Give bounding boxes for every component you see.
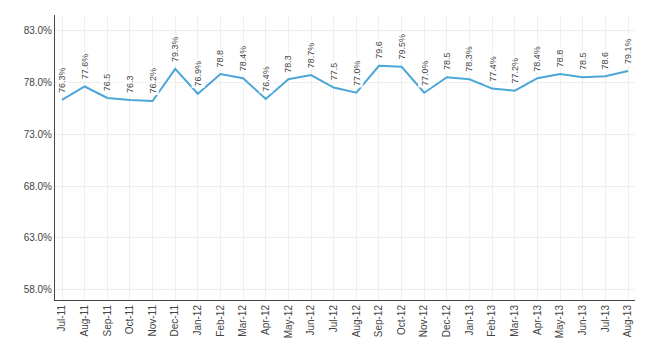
svg-text:79.5%: 79.5%	[397, 34, 407, 60]
svg-text:78.5: 78.5	[442, 53, 452, 71]
svg-text:78.4%: 78.4%	[532, 46, 542, 72]
svg-text:Feb-12: Feb-12	[215, 305, 226, 337]
svg-text:58.0%: 58.0%	[24, 284, 52, 295]
svg-text:Dec-12: Dec-12	[441, 305, 452, 338]
svg-text:78.3%: 78.3%	[464, 46, 474, 72]
svg-text:May-12: May-12	[283, 305, 294, 339]
svg-text:Mar-12: Mar-12	[237, 305, 248, 337]
svg-text:Sep-11: Sep-11	[102, 305, 113, 337]
svg-text:Jan-12: Jan-12	[192, 305, 203, 336]
svg-text:Jul-13: Jul-13	[600, 305, 611, 333]
svg-text:Sep-12: Sep-12	[373, 305, 384, 338]
svg-text:79.3%: 79.3%	[170, 37, 180, 63]
svg-text:78.6: 78.6	[600, 52, 610, 70]
svg-text:Oct-11: Oct-11	[124, 305, 135, 335]
svg-text:63.0%: 63.0%	[24, 232, 52, 243]
svg-text:Jul-12: Jul-12	[328, 305, 339, 333]
svg-text:77.0%: 77.0%	[420, 60, 430, 86]
svg-text:77.5: 77.5	[329, 63, 339, 81]
svg-text:79.1%: 79.1%	[623, 38, 633, 64]
svg-text:78.7%: 78.7%	[306, 43, 316, 69]
svg-text:76.9%: 76.9%	[193, 61, 203, 87]
svg-text:78.3: 78.3	[283, 55, 293, 73]
svg-text:68.0%: 68.0%	[24, 181, 52, 192]
svg-text:Jun-13: Jun-13	[577, 305, 588, 336]
svg-text:76.3: 76.3	[125, 75, 135, 93]
svg-text:77.4%: 77.4%	[488, 56, 498, 82]
svg-text:78.8: 78.8	[555, 50, 565, 68]
svg-text:76.3%: 76.3%	[57, 67, 67, 93]
svg-text:83.0%: 83.0%	[24, 25, 52, 36]
svg-text:77.0%: 77.0%	[352, 61, 362, 87]
svg-text:78.5: 78.5	[578, 52, 588, 70]
svg-text:78.0%: 78.0%	[24, 77, 52, 88]
svg-text:76.5: 76.5	[102, 74, 112, 92]
svg-text:Nov-12: Nov-12	[418, 305, 429, 338]
svg-text:Mar-13: Mar-13	[509, 305, 520, 337]
svg-text:79.6: 79.6	[374, 41, 384, 59]
svg-text:Feb-13: Feb-13	[486, 305, 497, 337]
svg-text:Aug-12: Aug-12	[351, 305, 362, 338]
svg-text:73.0%: 73.0%	[24, 129, 52, 140]
svg-text:Jul-11: Jul-11	[56, 305, 67, 332]
svg-text:Aug-13: Aug-13	[622, 305, 633, 338]
svg-text:76.2%: 76.2%	[148, 68, 158, 94]
svg-text:77.2%: 77.2%	[510, 58, 520, 84]
svg-text:77.6%: 77.6%	[80, 54, 90, 80]
svg-text:Nov-11: Nov-11	[147, 305, 158, 337]
svg-text:Oct-12: Oct-12	[396, 305, 407, 335]
svg-text:Apr-13: Apr-13	[532, 305, 543, 335]
svg-text:78.4%: 78.4%	[238, 46, 248, 72]
svg-text:Dec-11: Dec-11	[169, 305, 180, 337]
svg-text:May-13: May-13	[554, 305, 565, 339]
svg-text:Aug-11: Aug-11	[79, 305, 90, 337]
svg-text:Jun-12: Jun-12	[305, 305, 316, 336]
svg-text:76.4%: 76.4%	[261, 66, 271, 92]
svg-text:Jan-13: Jan-13	[464, 305, 475, 336]
svg-text:78.8: 78.8	[215, 50, 225, 68]
svg-text:Apr-12: Apr-12	[260, 305, 271, 335]
